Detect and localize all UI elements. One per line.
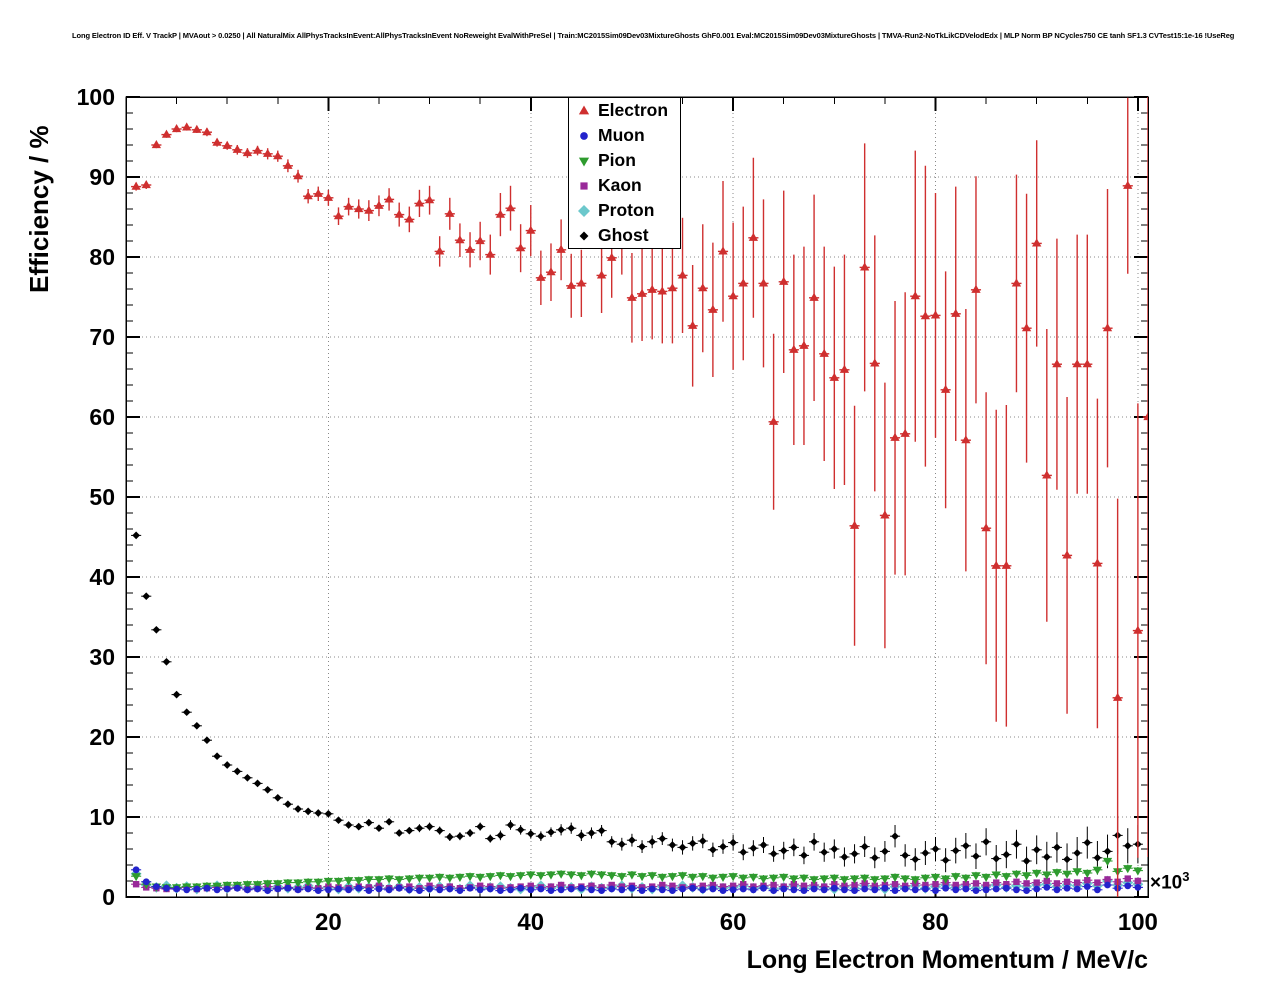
x-axis-exponent-power: 3 [1182,869,1190,884]
svg-text:60: 60 [720,909,747,936]
x-axis-exponent-base: ×10 [1150,872,1183,894]
legend-entry-pion: Pion [569,148,680,173]
legend-entry-electron: Electron [569,98,680,123]
svg-text:0: 0 [102,884,115,910]
legend-entry-kaon: Kaon [569,173,680,198]
legend-label-proton: Proton [598,199,655,220]
svg-text:40: 40 [517,909,544,936]
series-ghost [131,531,1143,876]
legend-entry-ghost: Ghost [569,223,680,248]
legend-entry-proton: Proton [569,198,680,223]
legend-label-ghost: Ghost [598,224,649,245]
svg-text:50: 50 [89,484,115,510]
svg-text:40: 40 [89,564,115,590]
svg-text:60: 60 [89,404,115,430]
ghost-marker-icon [579,231,589,240]
svg-text:30: 30 [89,644,115,670]
kaon-marker-icon [580,181,588,190]
svg-text:10: 10 [89,804,115,830]
series-pion [131,857,1143,893]
plot-title: Long Electron ID Eff. V TrackP | MVAout … [72,31,1235,40]
svg-text:70: 70 [89,324,115,350]
series-electron [131,97,1148,897]
svg-text:20: 20 [89,724,115,750]
legend-label-electron: Electron [598,99,669,120]
svg-text:90: 90 [89,164,115,190]
electron-marker-icon [578,105,590,114]
svg-text:80: 80 [922,909,949,936]
x-axis-exponent: ×103 [1150,869,1189,894]
legend: Electron Muon Pion Kaon Proton Ghost [568,97,681,249]
svg-text:100: 100 [77,84,115,110]
tick-labels: 20 40 60 80 100 0 10 20 30 40 50 60 70 80 90 100 [77,84,1158,936]
series-muon [131,866,1143,894]
svg-text:20: 20 [315,909,342,936]
legend-entry-muon: Muon [569,123,680,148]
svg-text:100: 100 [1118,909,1158,936]
legend-label-kaon: Kaon [598,174,642,195]
legend-label-muon: Muon [598,124,645,145]
legend-label-pion: Pion [598,149,636,170]
svg-text:80: 80 [89,244,115,270]
muon-marker-icon [580,131,588,140]
x-axis-title: Long Electron Momentum / MeV/c [746,946,1148,974]
pion-marker-icon [578,157,590,166]
proton-marker-icon [578,204,590,217]
